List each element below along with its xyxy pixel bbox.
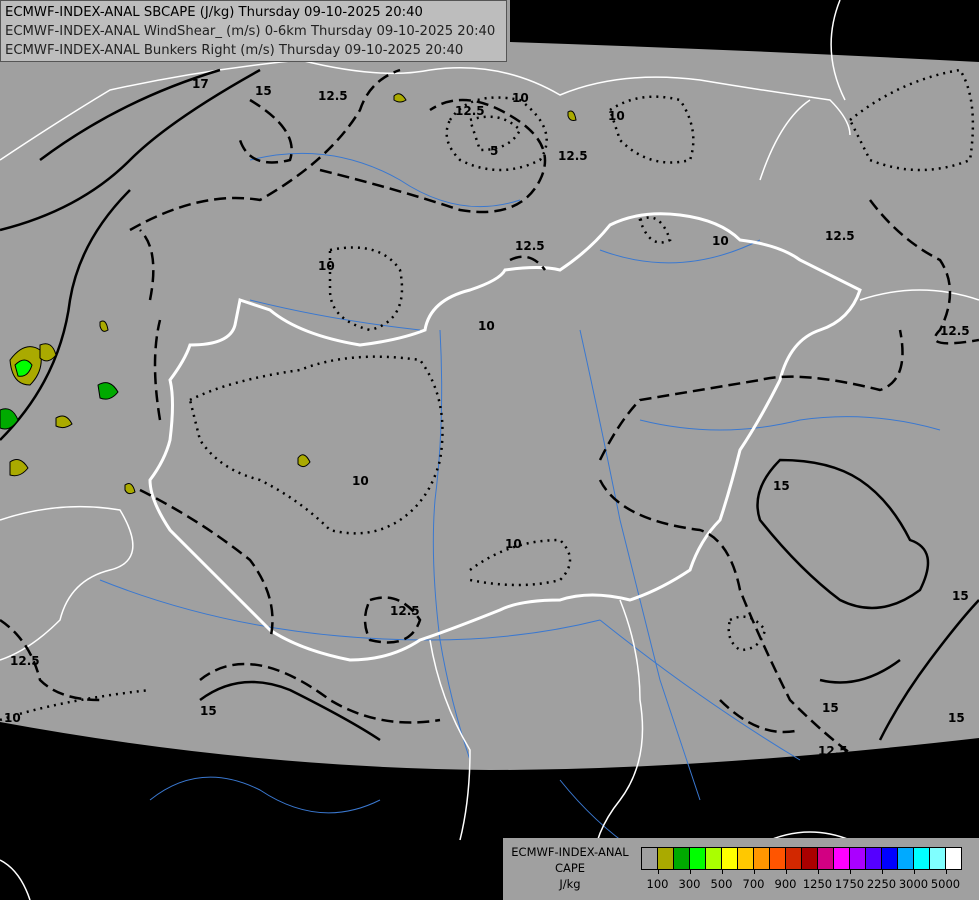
legend-title-source: ECMWF-INDEX-ANAL <box>511 845 629 859</box>
legend-swatch <box>786 848 802 869</box>
label-15: 15 <box>200 704 217 718</box>
legend-swatch <box>642 848 658 869</box>
label-10: 10 <box>352 474 369 488</box>
legend-swatch <box>658 848 674 869</box>
label-10: 10 <box>512 91 529 105</box>
legend-tick-label: 1750 <box>834 877 865 891</box>
hungary-border <box>148 212 862 662</box>
label-10: 10 <box>4 711 21 725</box>
label-10: 10 <box>712 234 729 248</box>
label-15: 15 <box>773 479 790 493</box>
label-17: 17 <box>192 77 209 91</box>
legend-swatch <box>674 848 690 869</box>
label-10: 10 <box>608 109 625 123</box>
legend-title-variable: CAPE <box>554 861 586 875</box>
legend-tick <box>689 869 691 874</box>
legend-tick-label: 300 <box>678 877 701 891</box>
label-12-5: 12.5 <box>390 604 420 618</box>
legend-color-scale <box>641 847 962 870</box>
legend-swatch <box>930 848 946 869</box>
legend-tick <box>721 869 723 874</box>
label-12-5: 12.5 <box>940 324 970 338</box>
legend-swatch <box>946 848 961 869</box>
map-header: ECMWF-INDEX-ANAL SBCAPE (J/kg) Thursday … <box>0 0 507 62</box>
label-15: 15 <box>255 84 272 98</box>
legend-tick-label: 3000 <box>898 877 929 891</box>
legend-tick <box>817 869 819 874</box>
legend-swatch <box>706 848 722 869</box>
legend-tick-label: 700 <box>742 877 765 891</box>
legend-swatch <box>770 848 786 869</box>
legend-unit: J/kg <box>559 877 581 891</box>
label-10: 10 <box>505 537 522 551</box>
legend-tick-label: 900 <box>774 877 797 891</box>
rivers <box>99 152 941 861</box>
cape-fill-areas <box>0 93 577 495</box>
legend-tick <box>657 869 659 874</box>
legend-tick-label: 500 <box>710 877 733 891</box>
legend-swatch <box>834 848 850 869</box>
label-12-5: 12.5 <box>515 239 545 253</box>
legend-tick-label: 100 <box>646 877 669 891</box>
label-15: 15 <box>822 701 839 715</box>
label-10: 10 <box>318 259 335 273</box>
legend-tick <box>849 869 851 874</box>
legend-title: ECMWF-INDEX-ANAL CAPE J/kg <box>507 844 633 892</box>
label-12-5: 12.5 <box>558 149 588 163</box>
legend-swatch <box>882 848 898 869</box>
legend-tick <box>785 869 787 874</box>
legend-swatch <box>802 848 818 869</box>
label-12-5: 12.5 <box>318 89 348 103</box>
legend-swatch <box>690 848 706 869</box>
bunkers-dotted-contours <box>0 68 975 722</box>
legend-swatch <box>850 848 866 869</box>
header-line-bunkers: ECMWF-INDEX-ANAL Bunkers Right (m/s) Thu… <box>5 43 464 58</box>
legend-ticks: 100 300 500 700 900 1250 1750 2250 3000 5000 <box>641 869 963 899</box>
legend-tick <box>945 869 947 874</box>
label-10: 10 <box>478 319 495 333</box>
model-domain <box>0 0 979 770</box>
legend-tick <box>753 869 755 874</box>
legend-tick-label: 5000 <box>930 877 961 891</box>
label-12-5: 12.5 <box>455 104 485 118</box>
label-15: 15 <box>952 589 969 603</box>
header-line-sbcape: ECMWF-INDEX-ANAL SBCAPE (J/kg) Thursday … <box>5 5 423 20</box>
shear-dashed-contours <box>0 68 979 762</box>
label-12-5: 12.5 <box>825 229 855 243</box>
legend-swatch <box>914 848 930 869</box>
legend-tick <box>881 869 883 874</box>
windshear-contours <box>0 68 979 742</box>
label-15: 15 <box>948 711 965 725</box>
label-12-5: 12.5 <box>818 744 848 758</box>
legend-swatch <box>866 848 882 869</box>
legend-tick <box>913 869 915 874</box>
legend-tick-label: 1250 <box>802 877 833 891</box>
label-12-5: 12.5 <box>10 654 40 668</box>
legend-swatch <box>818 848 834 869</box>
legend-swatch <box>898 848 914 869</box>
contour-labels: 17 15 12.5 12.5 10 5 12.5 10 12.5 10 12.… <box>4 77 970 758</box>
cape-legend: ECMWF-INDEX-ANAL CAPE J/kg 100 300 500 700 9… <box>503 838 979 900</box>
legend-swatch <box>754 848 770 869</box>
legend-tick-label: 2250 <box>866 877 897 891</box>
legend-swatch <box>738 848 754 869</box>
label-5: 5 <box>490 144 498 158</box>
header-line-windshear: ECMWF-INDEX-ANAL WindShear_ (m/s) 0-6km … <box>5 24 496 39</box>
legend-swatch <box>722 848 738 869</box>
